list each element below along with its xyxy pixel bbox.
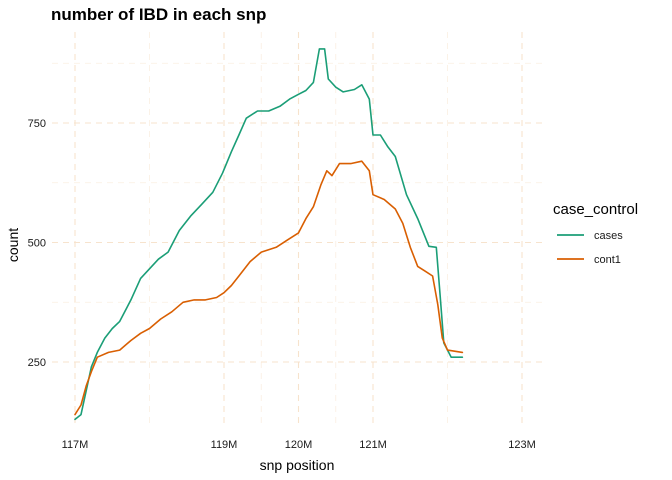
y-axis-tick-labels: 250 500 750 <box>28 118 46 369</box>
y-tick-label: 500 <box>28 238 46 250</box>
legend-label-cont1: cont1 <box>594 254 621 266</box>
legend-title: case_control <box>553 201 638 218</box>
x-tick-label: 123M <box>508 439 536 451</box>
series-line-cases <box>74 48 464 421</box>
legend: case_control cases cont1 <box>553 201 638 266</box>
series-line-cont1 <box>74 160 464 416</box>
x-axis-title: snp position <box>260 457 335 473</box>
y-axis-title: count <box>5 228 21 262</box>
y-tick-label: 750 <box>28 118 46 130</box>
legend-label-cases: cases <box>594 230 623 242</box>
chart-title: number of IBD in each snp <box>51 5 266 24</box>
x-tick-label: 117M <box>62 439 89 451</box>
legend-items: cases cont1 <box>557 230 623 266</box>
y-tick-label: 250 <box>28 357 46 369</box>
x-tick-label: 121M <box>359 439 387 451</box>
series-lines <box>74 48 464 421</box>
x-tick-label: 119M <box>211 439 238 451</box>
x-axis-tick-labels: 117M 119M 120M 121M 123M <box>62 439 536 451</box>
x-tick-label: 120M <box>285 439 313 451</box>
grid <box>52 32 545 425</box>
